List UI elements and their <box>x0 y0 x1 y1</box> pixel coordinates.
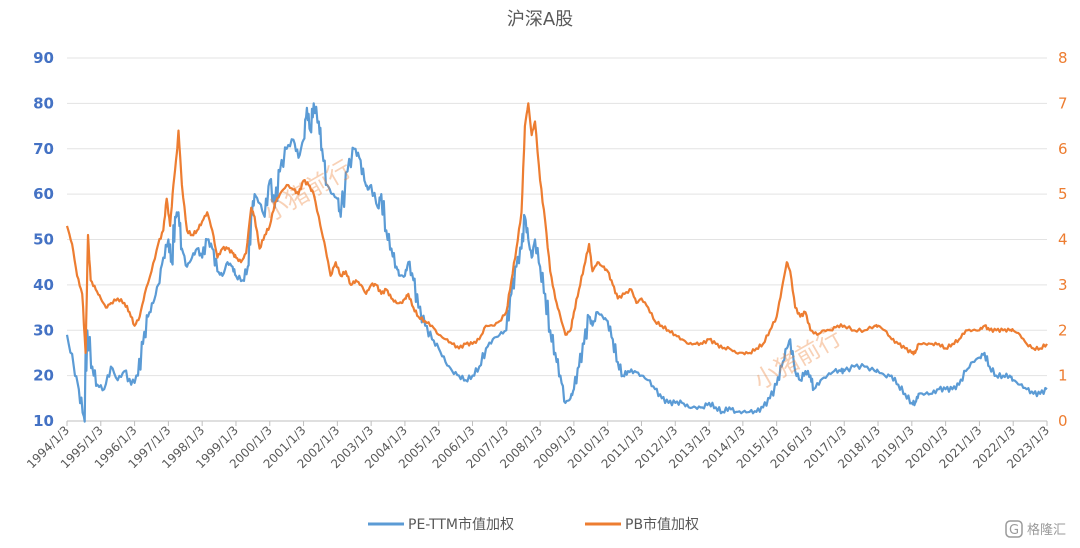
left-axis-ticks: 10 20 30 40 50 60 70 80 90 <box>33 49 54 430</box>
right-tick-label: 0 <box>1058 412 1068 430</box>
left-tick-label: 40 <box>33 276 54 294</box>
right-tick-label: 6 <box>1058 140 1068 158</box>
logo-icon <box>1005 520 1023 538</box>
right-tick-label: 2 <box>1058 321 1068 339</box>
left-tick-label: 80 <box>33 94 54 112</box>
legend: PE-TTM市值加权 PB市值加权 <box>368 516 699 533</box>
legend-label: PE-TTM市值加权 <box>408 516 514 533</box>
series-lines <box>65 102 1048 423</box>
left-tick-label: 30 <box>33 321 54 339</box>
watermark-2: 小猪前行 <box>749 323 846 395</box>
left-tick-label: 60 <box>33 185 54 203</box>
left-tick-label: 50 <box>33 231 54 249</box>
right-tick-label: 1 <box>1058 367 1068 385</box>
left-tick-label: 20 <box>33 367 54 385</box>
right-tick-label: 8 <box>1058 49 1068 67</box>
chart-title: 沪深A股 <box>507 9 573 30</box>
left-tick-label: 70 <box>33 140 54 158</box>
right-tick-label: 7 <box>1058 94 1068 112</box>
left-tick-label: 90 <box>33 49 54 67</box>
legend-label: PB市值加权 <box>625 516 699 533</box>
corner-logo: G 格隆汇 <box>1005 520 1066 538</box>
right-tick-label: 3 <box>1058 276 1068 294</box>
pb-series-line <box>65 102 1048 356</box>
pe-series-line <box>65 102 1048 423</box>
gridlines <box>67 57 1047 422</box>
right-axis-ticks: 0 1 2 3 4 5 6 7 8 <box>1058 49 1068 430</box>
right-tick-label: 5 <box>1058 185 1068 203</box>
right-tick-label: 4 <box>1058 231 1068 249</box>
x-axis-ticks: 1994/1/31995/1/31996/1/31997/1/31998/1/3… <box>24 421 1052 471</box>
logo-text: 格隆汇 <box>1027 522 1066 538</box>
left-tick-label: 10 <box>33 412 54 430</box>
logo-mark: G <box>1009 523 1019 538</box>
